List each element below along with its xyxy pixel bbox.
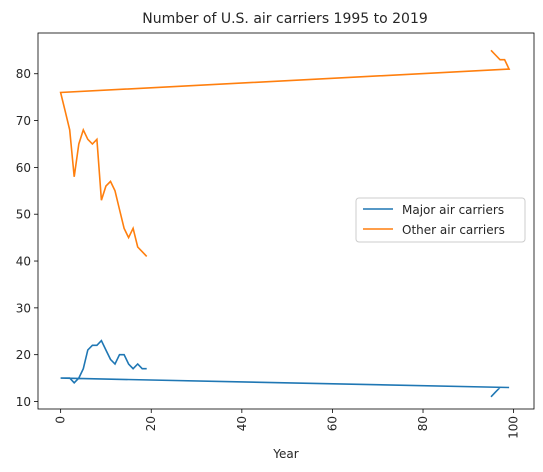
x-tick-label: 40 [235,416,249,431]
legend-label-other: Other air carriers [402,223,505,237]
x-tick-label: 80 [416,416,430,431]
y-axis: 10 20 30 40 50 60 70 80 [16,67,38,409]
legend-frame [355,197,526,243]
legend: Major air carriers Other air carriers [355,197,526,243]
plot-lines [59,49,511,398]
series-line-0 [60,339,510,398]
plot-frame [37,32,535,410]
y-tick-label: 50 [16,208,31,222]
y-tick-label: 80 [16,67,31,81]
legend-label-major: Major air carriers [402,203,504,217]
x-axis-label: Year [272,447,298,461]
x-tick-label: 0 [54,416,68,424]
series-line-1 [59,49,511,257]
x-tick-label: 20 [144,416,158,431]
y-tick-label: 70 [16,114,31,128]
x-tick-label: 100 [507,416,521,439]
y-tick-label: 60 [16,161,31,175]
y-tick-label: 30 [16,301,31,315]
y-tick-label: 20 [16,348,31,362]
y-tick-label: 10 [16,395,31,409]
x-axis: 0 20 40 60 80 100 [54,409,521,439]
chart-title: Number of U.S. air carriers 1995 to 2019 [142,11,428,27]
x-tick-label: 60 [325,416,339,431]
y-tick-label: 40 [16,255,31,269]
